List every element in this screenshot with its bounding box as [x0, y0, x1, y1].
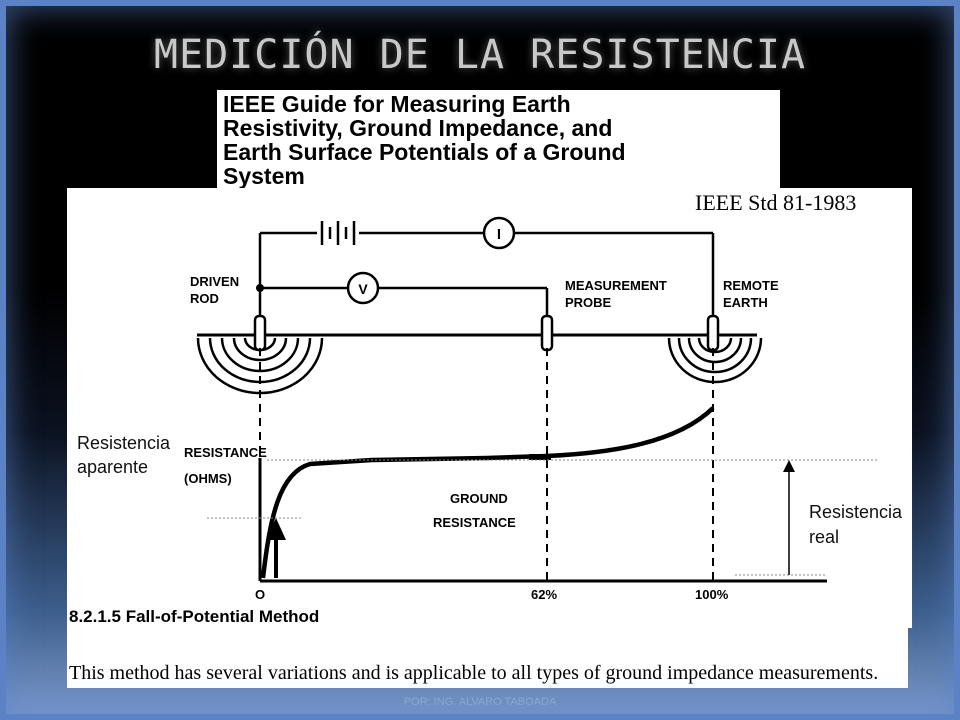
caption-body: This method has several variations and i…	[69, 662, 879, 684]
rise-arrow-icon	[266, 518, 286, 578]
caption-strip: 8.2.1.5 Fall-of-Potential Method This me…	[67, 607, 908, 688]
x-tick-100: 100%	[695, 587, 729, 602]
slide-title: MEDICIÓN DE LA RESISTENCIA	[153, 32, 807, 78]
x-tick-0: O	[255, 587, 265, 602]
ieee-standard-label: IEEE Std 81-1983	[695, 190, 856, 215]
header-line-1: IEEE Guide for Measuring Earth	[223, 91, 571, 117]
header-line-2: Resistivity, Ground Impedance, and	[223, 115, 613, 141]
driven-rod-label-2: ROD	[190, 291, 219, 306]
circuit-diagram: IEEE Std 81-1983 I V	[77, 190, 903, 602]
plateau-marker	[529, 454, 551, 460]
driven-rod-electrode	[253, 314, 267, 352]
apparent-resistance-annotation-2: aparente	[77, 457, 148, 477]
voltmeter-icon: V	[346, 271, 380, 305]
slide-footer: POR: ING. ALVARO TABOADA	[403, 696, 557, 708]
resistance-axis-label: RESISTANCE	[184, 445, 267, 460]
apparent-resistance-annotation: Resistencia	[77, 433, 171, 453]
svg-text:V: V	[358, 281, 368, 297]
driven-rod-label: DRIVEN	[190, 274, 239, 289]
probe-electrode	[540, 314, 554, 352]
real-resistance-arrow-icon	[783, 460, 795, 575]
junction-dot	[256, 284, 264, 292]
header-line-4: System	[223, 163, 305, 189]
svg-text:I: I	[497, 226, 501, 243]
fall-of-potential-figure: IEEE Std 81-1983 I V	[67, 188, 912, 628]
real-resistance-annotation: Resistencia	[809, 502, 903, 522]
remote-earth-electrode	[706, 314, 720, 352]
current-loop	[258, 231, 715, 318]
ieee-guide-header: IEEE Guide for Measuring Earth Resistivi…	[217, 90, 780, 188]
battery-icon	[320, 221, 356, 245]
remote-earth-label: REMOTE	[723, 278, 779, 293]
x-tick-62: 62%	[531, 587, 557, 602]
ground-resistance-label-2: RESISTANCE	[433, 515, 516, 530]
resistance-axis-unit: (OHMS)	[184, 471, 232, 486]
probe-label-2: PROBE	[565, 295, 612, 310]
section-heading: 8.2.1.5 Fall-of-Potential Method	[69, 607, 320, 626]
remote-earth-label-2: EARTH	[723, 295, 768, 310]
remote-earth-equipotential-arcs	[667, 337, 763, 384]
header-line-3: Earth Surface Potentials of a Ground	[223, 139, 626, 165]
voltage-loop	[260, 286, 549, 318]
ground-resistance-label: GROUND	[450, 491, 508, 506]
probe-label: MEASUREMENT	[565, 278, 667, 293]
ammeter-icon: I	[482, 216, 516, 250]
real-resistance-annotation-2: real	[809, 527, 839, 547]
